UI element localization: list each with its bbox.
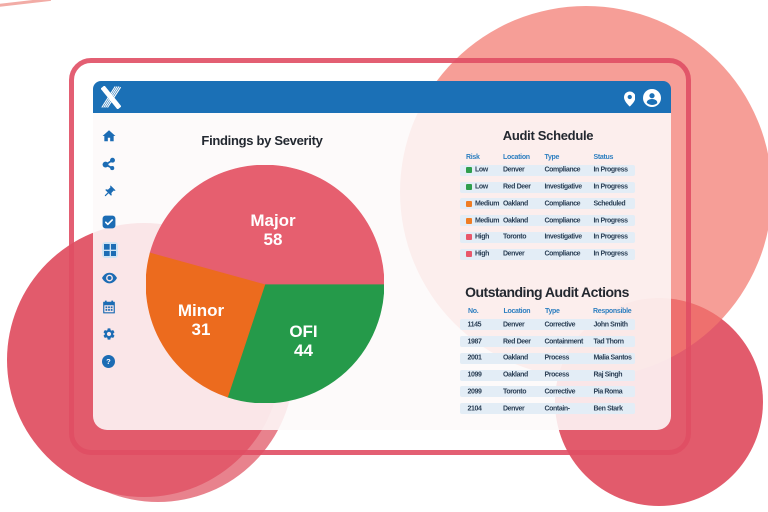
svg-text:?: ? [106,357,111,366]
